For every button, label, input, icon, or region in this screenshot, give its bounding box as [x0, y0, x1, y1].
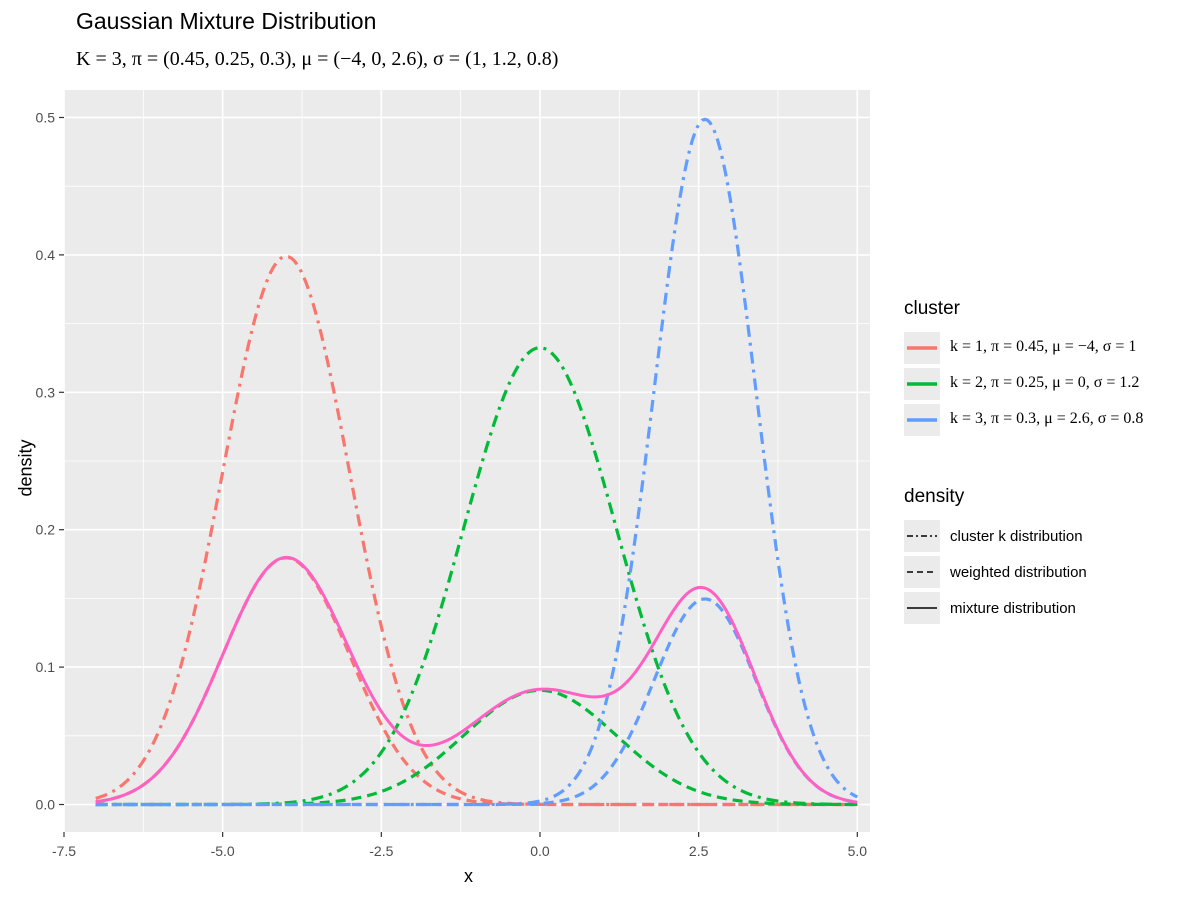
x-tick-label: 0.0	[530, 843, 550, 859]
y-tick-label: 0.0	[36, 797, 56, 813]
legend-label-dotdash: cluster k distribution	[950, 528, 1083, 545]
grid-lines	[63, 90, 870, 832]
axes-group: -7.5 -5.0 -2.5 0.0 2.5 5.0 0.0 0.1 0.2 0.3 0.4 0.5	[36, 109, 868, 859]
legend-cluster-title: cluster	[904, 298, 960, 319]
legend-density-title: density	[904, 486, 965, 507]
x-tick-label: -2.5	[369, 843, 393, 859]
x-axis-label: x	[464, 866, 473, 886]
cluster-3-weighted-line	[95, 597, 858, 807]
legend-key-cluster-1	[904, 332, 940, 364]
legend-key-cluster-2	[904, 368, 940, 400]
cluster-3-distribution-line	[95, 117, 859, 807]
legend-key-dotdash	[904, 520, 940, 552]
legend-label-cluster-1: k = 1, π = 0.45, μ = −4, σ = 1	[950, 338, 1137, 355]
cluster-2-weighted-line	[95, 688, 858, 807]
x-tick-label: 2.5	[689, 843, 709, 859]
y-tick-label: 0.1	[36, 659, 56, 675]
legend-label-cluster-3: k = 3, π = 0.3, μ = 2.6, σ = 0.8	[950, 410, 1144, 427]
cluster-1-weighted-line	[95, 556, 858, 807]
legend-key-solid	[904, 592, 940, 624]
chart-title: Gaussian Mixture Distribution	[76, 8, 377, 34]
y-tick-label: 0.2	[36, 522, 56, 538]
series-group	[95, 117, 859, 807]
legend-label-dashed: weighted distribution	[950, 564, 1087, 581]
x-tick-label: 5.0	[848, 843, 868, 859]
legend-key-dashed	[904, 556, 940, 588]
legend-key-cluster-3	[904, 404, 940, 436]
mixture-distribution-line	[95, 555, 858, 804]
y-tick-label: 0.4	[36, 247, 56, 263]
y-tick-label: 0.3	[36, 384, 56, 400]
y-tick-label: 0.5	[36, 109, 56, 125]
y-axis-label: density	[15, 439, 36, 497]
x-tick-label: -5.0	[211, 843, 235, 859]
legend-label-cluster-2: k = 2, π = 0.25, μ = 0, σ = 1.2	[950, 374, 1140, 391]
chart-subtitle: K = 3, π = (0.45, 0.25, 0.3), μ = (−4, 0…	[76, 48, 559, 70]
x-tick-label: -7.5	[52, 843, 76, 859]
legend-label-solid: mixture distribution	[950, 600, 1076, 617]
